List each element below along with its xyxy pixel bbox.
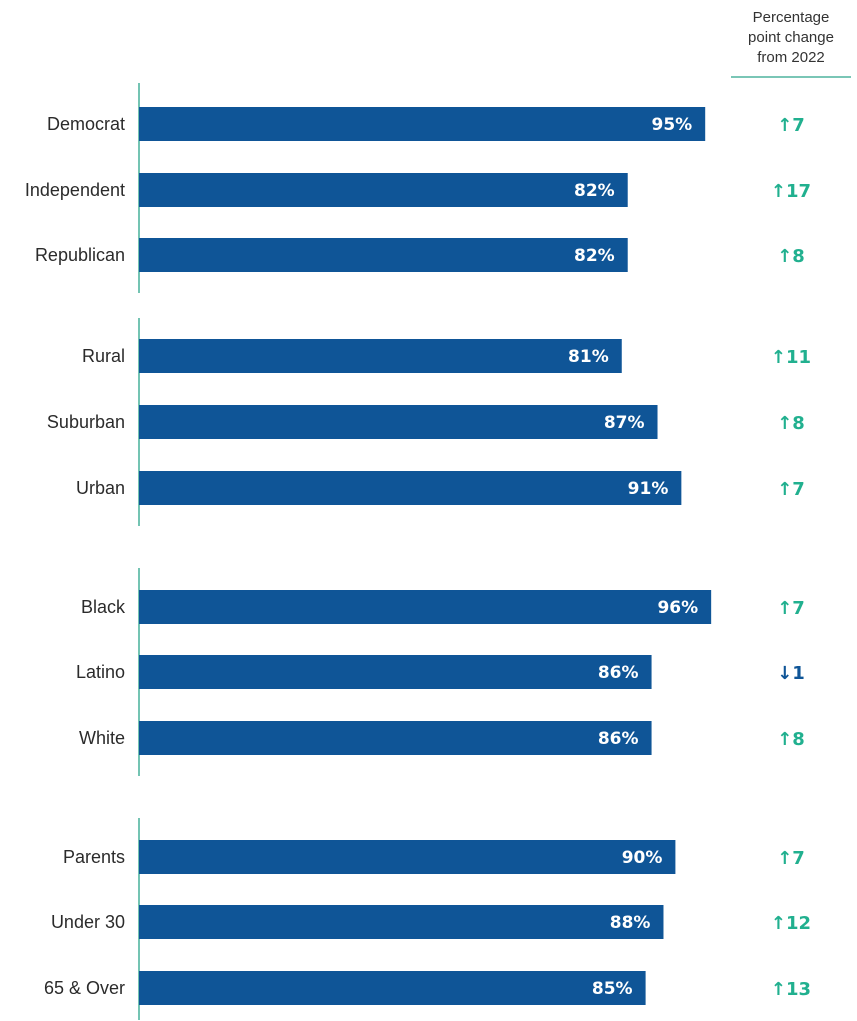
bar [139, 471, 682, 505]
bar [139, 840, 676, 874]
value-label: 91% [628, 479, 669, 499]
bar [139, 905, 664, 939]
change-header-line-3: from 2022 [757, 49, 825, 66]
change-label: ↑12 [771, 913, 811, 934]
category-label: 65 & Over [44, 978, 125, 998]
value-label: 86% [598, 729, 639, 749]
bar [139, 590, 712, 624]
bar-group: Democrat 95% ↑7 Independent 82% ↑17 Republican… [25, 83, 811, 293]
change-label: ↑13 [771, 979, 811, 1000]
value-label: 95% [651, 115, 692, 135]
change-column-header: Percentage point change from 2022 [731, 9, 851, 78]
category-label: Republican [35, 245, 125, 265]
change-label: ↑7 [777, 479, 805, 500]
category-label: Suburban [47, 412, 125, 432]
category-label: White [79, 728, 125, 748]
category-label: Under 30 [51, 912, 125, 932]
change-label: ↑7 [777, 848, 805, 869]
change-label: ↑8 [777, 246, 805, 267]
value-label: 81% [568, 347, 609, 367]
bar [139, 971, 646, 1005]
bar [139, 238, 628, 272]
change-label: ↑7 [777, 115, 805, 136]
change-label: ↑17 [771, 181, 811, 202]
bar [139, 405, 658, 439]
value-label: 82% [574, 246, 615, 266]
bar-group: Rural 81% ↑11 Suburban 87% ↑8 Urban 91% ↑7 [47, 318, 811, 526]
change-label: ↑11 [771, 347, 811, 368]
value-label: 90% [622, 848, 663, 868]
bar [139, 721, 652, 755]
change-label: ↑7 [777, 598, 805, 619]
bar [139, 173, 628, 207]
value-label: 85% [592, 979, 633, 999]
change-label: ↑8 [777, 413, 805, 434]
change-header-line-2: point change [748, 29, 834, 46]
change-label: ↑8 [777, 729, 805, 750]
category-label: Urban [76, 478, 125, 498]
bar-groups: Democrat 95% ↑7 Independent 82% ↑17 Republican… [25, 83, 811, 1020]
category-label: Black [81, 597, 126, 617]
value-label: 87% [604, 413, 645, 433]
bar [139, 339, 622, 373]
bar [139, 107, 706, 141]
value-label: 96% [657, 598, 698, 618]
category-label: Rural [82, 346, 125, 366]
value-label: 88% [610, 913, 651, 933]
category-label: Democrat [47, 114, 125, 134]
change-label: ↓1 [777, 663, 805, 684]
category-label: Independent [25, 180, 125, 200]
category-label: Latino [76, 662, 125, 682]
bar [139, 655, 652, 689]
change-header-line-1: Percentage [753, 9, 830, 26]
value-label: 86% [598, 663, 639, 683]
bar-group: Black 96% ↑7 Latino 86% ↓1 White 86% ↑8 [76, 568, 805, 776]
bar-group: Parents 90% ↑7 Under 30 88% ↑12 65 & Over 85% ↑1… [44, 818, 811, 1020]
category-label: Parents [63, 847, 125, 867]
value-label: 82% [574, 181, 615, 201]
